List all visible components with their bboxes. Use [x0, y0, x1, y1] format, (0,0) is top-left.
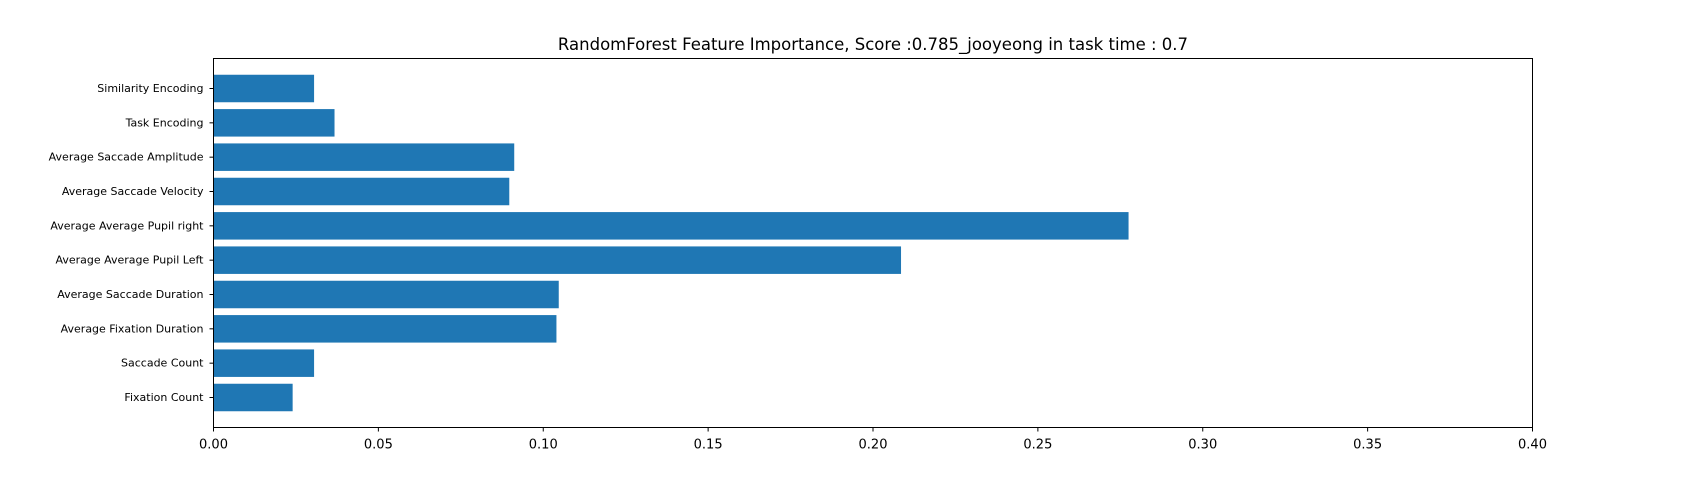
bar-fixation-count	[213, 383, 293, 412]
y-tick-label: Saccade Count	[121, 357, 204, 370]
plot-frame	[213, 58, 1533, 428]
x-axis: 0.00 0.05 0.10 0.15 0.20 0.25 0.30 0.35 0.40	[199, 427, 1547, 453]
bar-average-average-pupil-left	[213, 246, 902, 274]
x-tick-label: 0.40	[1518, 438, 1547, 453]
y-tick-label: Average Average Pupil Left	[55, 254, 204, 267]
bar-average-average-pupil-right	[213, 212, 1129, 240]
bar-task-encoding	[213, 109, 335, 137]
y-tick-label: Average Average Pupil right	[50, 219, 204, 232]
bar-average-fixation-duration	[213, 315, 557, 343]
x-tick-label: 0.20	[859, 438, 888, 453]
y-tick-label: Fixation Count	[124, 391, 204, 404]
bar-average-saccade-amplitude	[213, 143, 515, 171]
y-tick-label: Average Saccade Amplitude	[49, 151, 204, 164]
bar-average-saccade-velocity	[213, 177, 510, 206]
y-tick-label: Similarity Encoding	[97, 82, 203, 95]
x-tick-label: 0.30	[1188, 438, 1217, 453]
x-tick-label: 0.25	[1023, 438, 1052, 453]
x-tick-label: 0.00	[199, 438, 228, 453]
x-tick-label: 0.05	[364, 438, 393, 453]
y-axis: Fixation Count Saccade Count Average Fixat…	[49, 82, 214, 404]
bar-similarity-encoding	[213, 74, 315, 103]
y-tick-label: Average Saccade Velocity	[62, 185, 204, 198]
bar-average-saccade-duration	[213, 280, 559, 309]
x-tick-label: 0.35	[1353, 438, 1382, 453]
bar-saccade-count	[213, 349, 315, 377]
y-tick-label: Average Saccade Duration	[57, 288, 203, 301]
bars-group	[213, 74, 1129, 412]
chart-title: RandomForest Feature Importance, Score :…	[558, 35, 1188, 55]
y-tick-label: Task Encoding	[125, 116, 204, 129]
x-tick-label: 0.15	[694, 438, 723, 453]
y-tick-label: Average Fixation Duration	[61, 322, 204, 335]
x-tick-label: 0.10	[529, 438, 558, 453]
